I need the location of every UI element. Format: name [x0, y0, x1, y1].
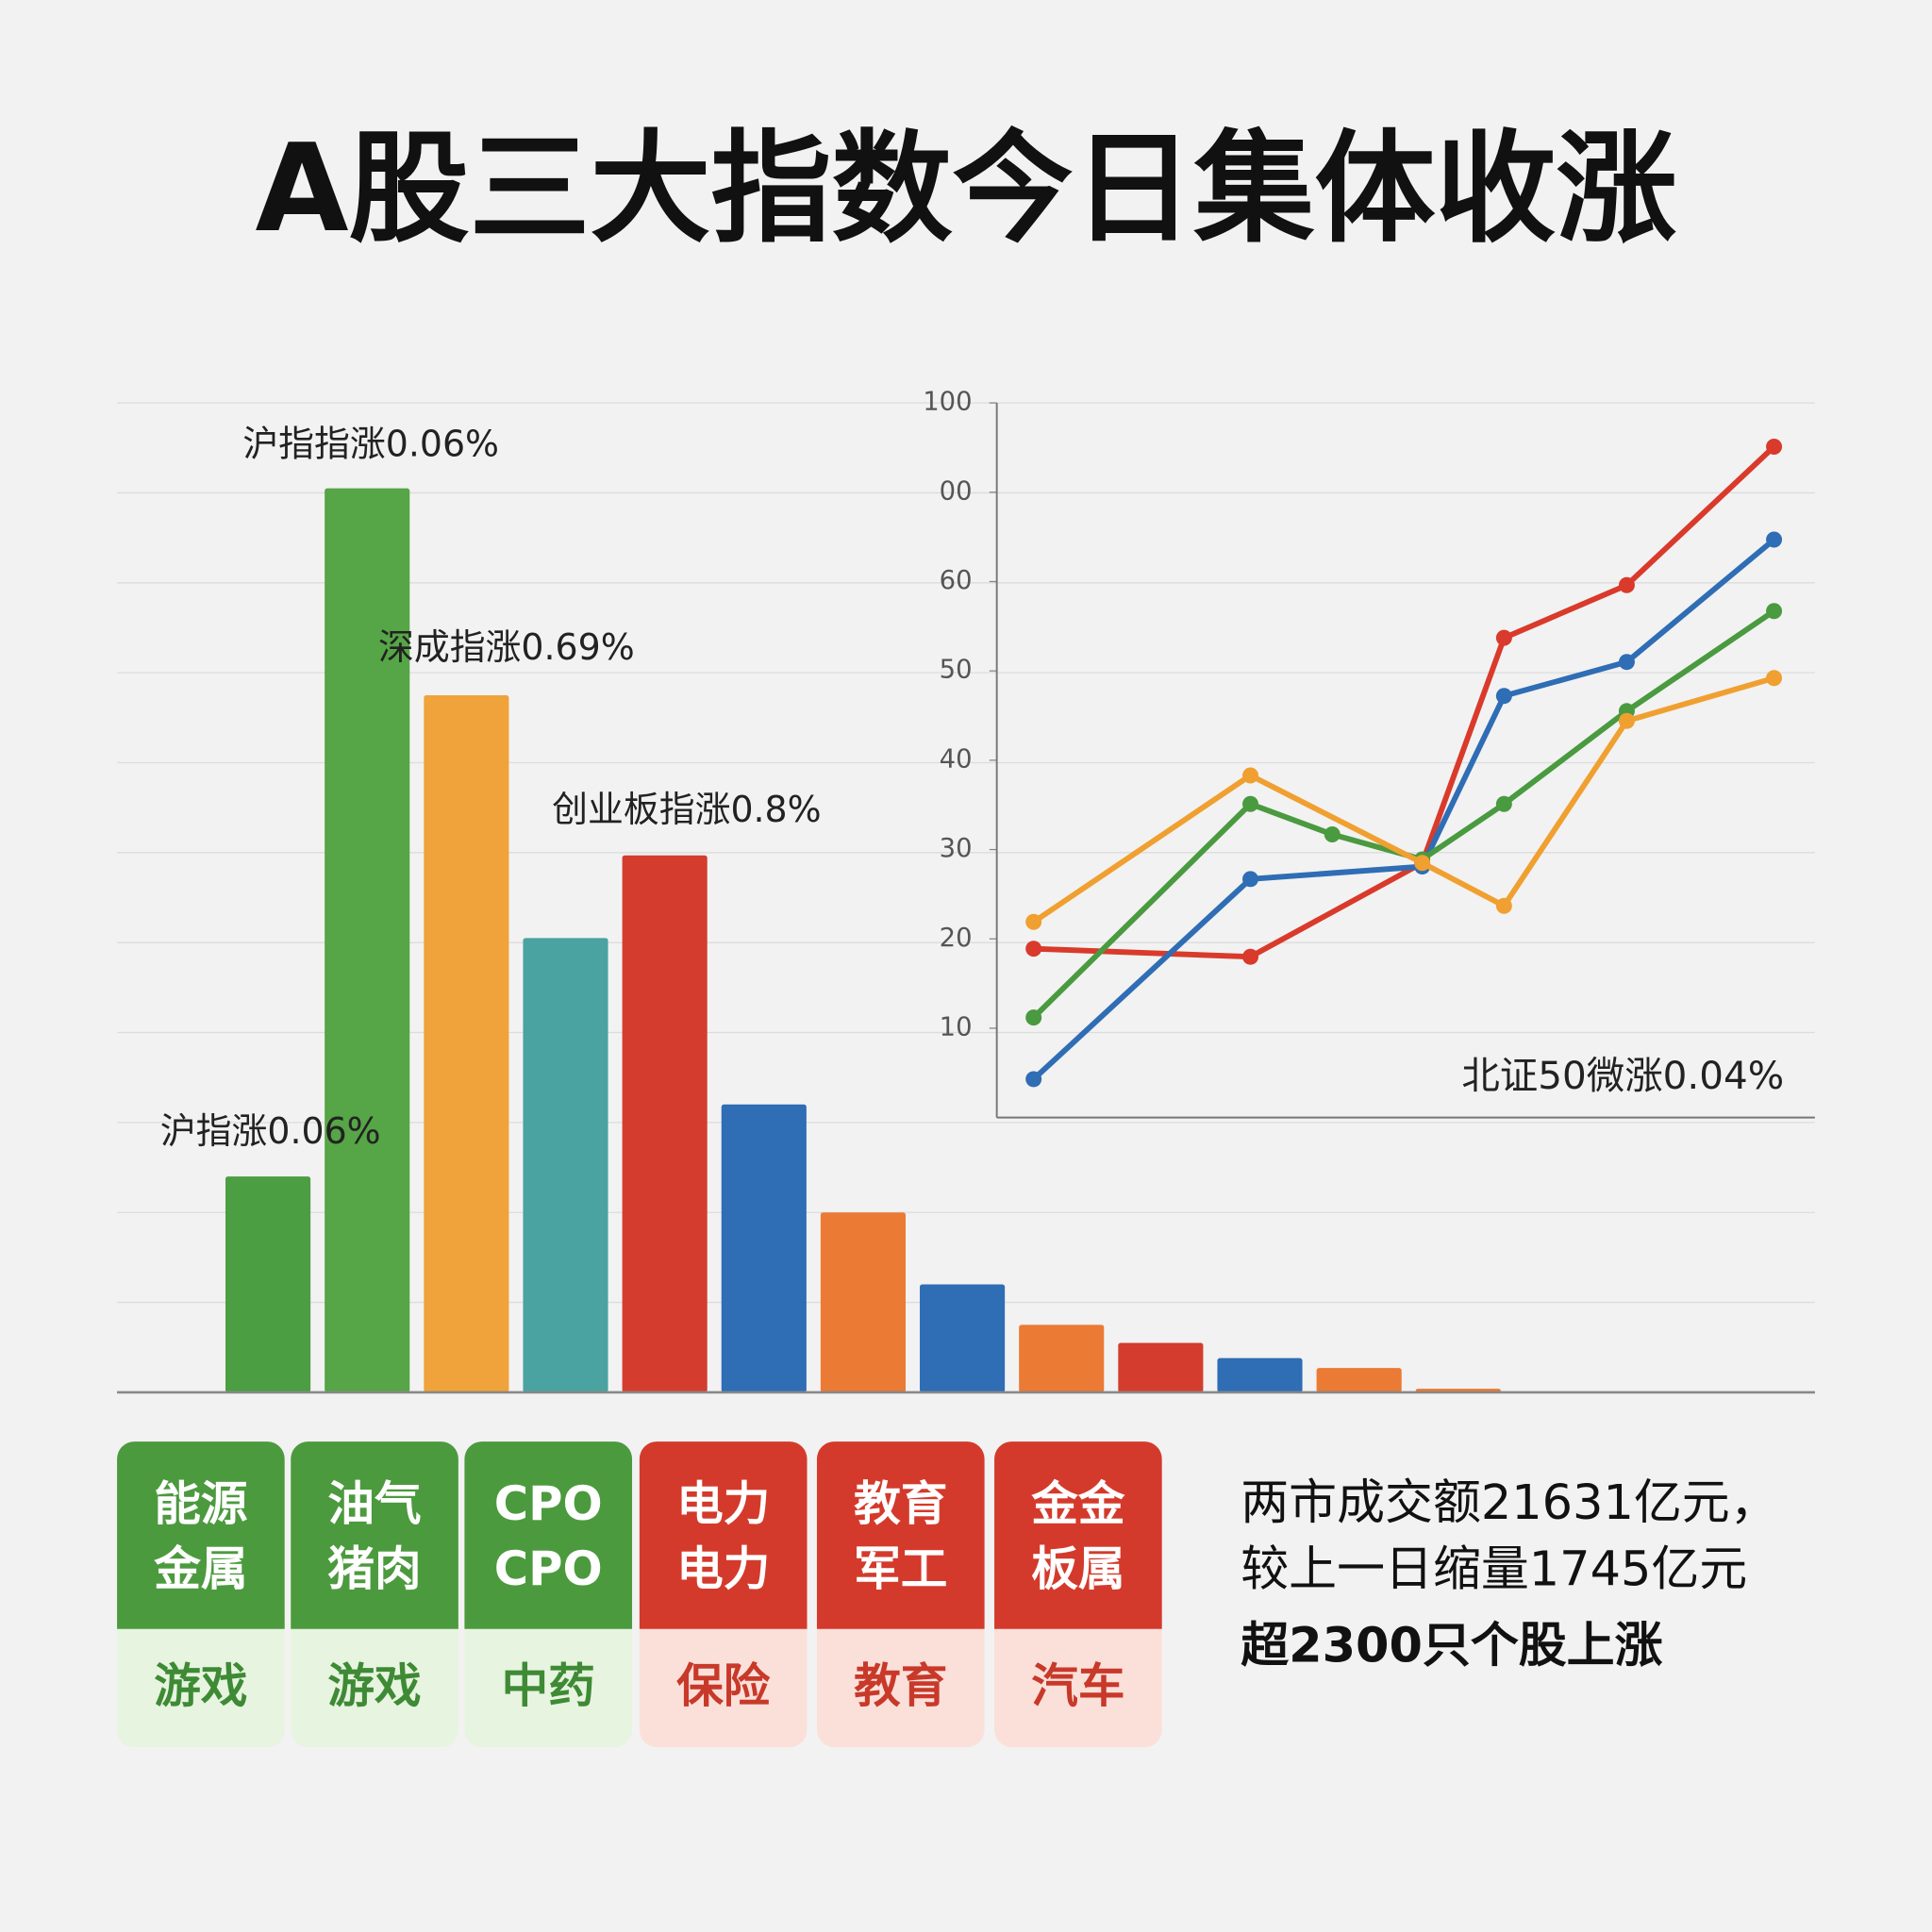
y-tick-label: 100 — [923, 388, 972, 417]
sector-top — [816, 1441, 985, 1629]
sector-name: 猪肉 — [327, 1541, 421, 1596]
line-point — [1242, 948, 1258, 965]
line-point — [1495, 629, 1512, 646]
line-point — [1495, 688, 1512, 705]
sector-bottom — [639, 1601, 808, 1748]
bar — [1118, 1342, 1204, 1392]
line-point — [1766, 439, 1783, 455]
sector-sub: 游戏 — [154, 1658, 247, 1713]
sector-name: 能源 — [154, 1476, 248, 1531]
sector-top — [117, 1441, 285, 1629]
line-point — [1025, 1009, 1042, 1026]
y-tick-label: 10 — [940, 1012, 973, 1041]
bar-annotation: 深成指涨0.69% — [378, 626, 635, 668]
sector-name: 电力 — [676, 1476, 770, 1531]
line-point — [1242, 767, 1258, 784]
y-tick-label: 40 — [940, 744, 973, 774]
sector-bottom — [994, 1601, 1162, 1748]
bar — [225, 1176, 311, 1392]
line — [1031, 537, 1776, 1082]
line-point — [1025, 941, 1042, 958]
sector-sub: 中药 — [502, 1658, 595, 1713]
line-point — [1242, 795, 1258, 812]
bar — [920, 1284, 1006, 1392]
sector-name: 电力 — [676, 1541, 770, 1596]
bar-annotation: 沪指指涨0.06% — [242, 423, 499, 464]
sector-top — [464, 1441, 633, 1629]
title: A股三大指数今日集体收涨 — [255, 119, 1676, 259]
y-tick-label: 00 — [940, 476, 973, 506]
sector-name: 军工 — [854, 1541, 947, 1596]
line-point — [1242, 871, 1258, 888]
sector-name: 板属 — [1031, 1541, 1124, 1596]
line-point — [1414, 855, 1431, 872]
bar — [1217, 1357, 1303, 1392]
line-point — [1025, 913, 1042, 930]
line — [1033, 444, 1776, 960]
line-point — [1618, 712, 1635, 729]
line-point — [1766, 603, 1783, 620]
bar — [424, 694, 509, 1392]
sector-name: 油气 — [327, 1476, 421, 1531]
line-point — [1495, 795, 1512, 812]
line-point — [1766, 531, 1783, 548]
line-point — [1025, 1071, 1042, 1088]
sector-bottom — [816, 1601, 985, 1748]
line-point — [1766, 670, 1783, 687]
sector-name: CPO — [494, 1476, 603, 1531]
sector-name: 教育 — [854, 1476, 947, 1531]
line-point — [1495, 897, 1512, 914]
bar — [523, 938, 608, 1392]
line-point — [1324, 825, 1341, 842]
sector-top — [994, 1441, 1162, 1629]
line-point — [1618, 654, 1635, 671]
bar-annotation: 创业板指涨0.8% — [552, 789, 821, 830]
sector-name: CPO — [494, 1541, 603, 1596]
bar — [820, 1212, 906, 1392]
sector-sub: 汽车 — [1031, 1658, 1124, 1713]
sector-top — [639, 1441, 808, 1629]
bar — [1316, 1368, 1402, 1392]
sector-top — [291, 1441, 458, 1629]
bar — [622, 855, 708, 1392]
sector-sub: 保险 — [676, 1658, 771, 1713]
y-tick-label: 50 — [940, 656, 973, 685]
summary-line: 超2300只个股上涨 — [1241, 1619, 1662, 1674]
y-tick-label: 30 — [940, 834, 973, 863]
line-point — [1618, 576, 1635, 593]
y-tick-label: 60 — [940, 566, 973, 595]
line — [1032, 675, 1775, 924]
sector-sub: 教育 — [854, 1658, 947, 1713]
sector-name: 金属 — [154, 1541, 247, 1596]
y-tick-label: 20 — [940, 924, 973, 953]
bar — [721, 1104, 807, 1392]
summary-line: 两市成交额21631亿元， — [1241, 1475, 1777, 1531]
sector-bottom — [117, 1601, 285, 1748]
bar-annotation: 沪指涨0.06% — [160, 1110, 381, 1152]
bar — [1019, 1324, 1105, 1392]
sector-bottom — [464, 1601, 633, 1748]
line-annotation: 北证50微涨0.04% — [1461, 1053, 1784, 1098]
sector-bottom — [291, 1601, 458, 1748]
summary-line: 较上一日缩量1745亿元 — [1241, 1542, 1747, 1598]
bar — [325, 488, 410, 1392]
sector-name: 金金 — [1031, 1476, 1125, 1531]
sector-sub: 游戏 — [327, 1658, 421, 1713]
